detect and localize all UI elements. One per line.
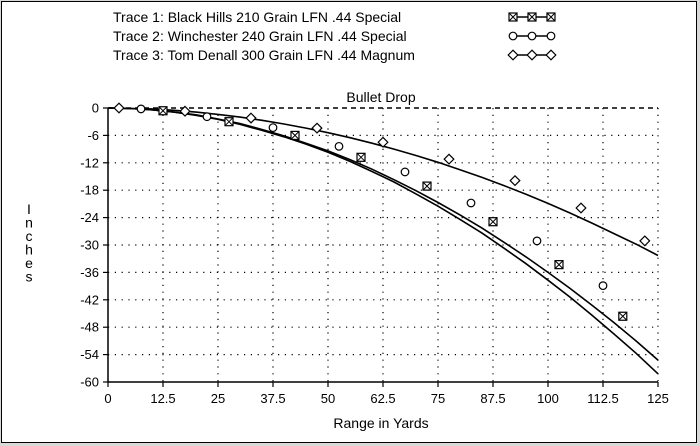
x-tick-label-10: 125	[647, 391, 669, 406]
series-3-point-2	[245, 112, 257, 124]
series-2-point-3	[334, 141, 344, 151]
legend-label-2: Trace 2: Winchester 240 Grain LFN .44 Sp…	[113, 28, 407, 44]
y-tick-label-3: -18	[80, 183, 99, 198]
series-1-point-7	[618, 311, 628, 321]
series-line-2	[107, 107, 659, 361]
series-1-point-6	[554, 260, 564, 270]
legend-swatch-marker-1-1	[527, 12, 537, 22]
x-tick-label-3: 37.5	[260, 391, 285, 406]
y-axis-title-letter-4: e	[25, 255, 33, 271]
x-tick-label-2: 25	[211, 391, 225, 406]
x-axis-title: Range in Yards	[333, 415, 428, 431]
legend-swatch-marker-2-1	[527, 31, 537, 41]
series-1-point-1	[224, 117, 234, 127]
series-2-point-5	[466, 198, 476, 208]
series-3-point-8	[639, 235, 651, 247]
legend-swatch-marker-2-0	[508, 31, 518, 41]
x-tick-label-0: 0	[104, 391, 111, 406]
y-axis-title-letter-3: h	[25, 242, 33, 258]
y-tick-label-6: -36	[80, 265, 99, 280]
series-1-point-2	[290, 130, 300, 140]
series-line-3	[107, 107, 659, 257]
legend-swatch-marker-1-0	[508, 12, 518, 22]
y-tick-labels: 0 -6 -12 -18 -24 -30 -36 -42 -48 -54 -60	[80, 101, 99, 390]
series-2-point-2	[268, 123, 278, 133]
y-tick-label-2: -12	[80, 155, 99, 170]
y-tick-label-10: -60	[80, 375, 99, 390]
x-tick-label-5: 62.5	[370, 391, 395, 406]
series-3-point-7	[575, 202, 587, 214]
legend-swatch-marker-3-1	[526, 49, 538, 61]
legend: Trace 1: Black Hills 210 Grain LFN .44 S…	[113, 9, 557, 63]
y-tick-label-0: 0	[92, 101, 99, 116]
y-tick-label-1: -6	[87, 128, 99, 143]
series-3-point-4	[377, 136, 389, 148]
legend-label-1: Trace 1: Black Hills 210 Grain LFN .44 S…	[113, 9, 401, 25]
y-axis-title-letter-5: s	[26, 269, 33, 285]
y-axis-title-letter-2: c	[26, 228, 33, 244]
series-1-point-3	[356, 152, 366, 162]
series-2-point-1	[202, 112, 212, 122]
legend-swatch-marker-3-0	[507, 49, 519, 61]
grid	[108, 107, 659, 382]
y-axis-title-letter-1: n	[25, 215, 33, 231]
x-tick-labels: 0 12.5 25 37.5 50 62.5 75 87.5 100 112.5 125	[104, 391, 668, 406]
x-tick-label-6: 75	[431, 391, 445, 406]
y-tick-label-7: -42	[80, 292, 99, 307]
axes	[103, 107, 659, 387]
series-2-point-6	[532, 236, 542, 246]
x-tick-label-8: 100	[537, 391, 559, 406]
series-1-point-5	[488, 217, 498, 227]
x-tick-label-1: 12.5	[150, 391, 175, 406]
series-3-point-1	[179, 105, 191, 117]
series-3-point-3	[311, 122, 323, 134]
series-3-point-6	[509, 174, 521, 187]
y-tick-label-8: -48	[80, 320, 99, 335]
legend-swatch-marker-2-2	[546, 31, 556, 41]
x-tick-label-9: 112.5	[587, 391, 619, 406]
series-1-point-4	[422, 181, 432, 191]
y-tick-label-5: -30	[80, 238, 99, 253]
series-2-point-7	[598, 281, 608, 291]
series-2-point-4	[400, 167, 410, 177]
x-tick-label-7: 87.5	[480, 391, 505, 406]
series-2-point-0	[136, 104, 146, 114]
legend-swatch-marker-3-2	[545, 49, 557, 61]
series-3-point-0	[113, 102, 125, 114]
series-3-point-5	[443, 153, 455, 165]
chart-title: Bullet Drop	[346, 89, 415, 105]
series-markers	[113, 102, 651, 321]
legend-label-3: Trace 3: Tom Denall 300 Grain LFN .44 Ma…	[113, 47, 415, 63]
series-1-point-0	[158, 106, 168, 116]
y-tick-label-4: -24	[80, 210, 99, 225]
legend-swatch-marker-1-2	[546, 12, 556, 22]
y-tick-label-9: -54	[80, 347, 99, 362]
x-tick-label-4: 50	[321, 391, 335, 406]
y-axis-title-letter-0: I	[27, 201, 31, 217]
